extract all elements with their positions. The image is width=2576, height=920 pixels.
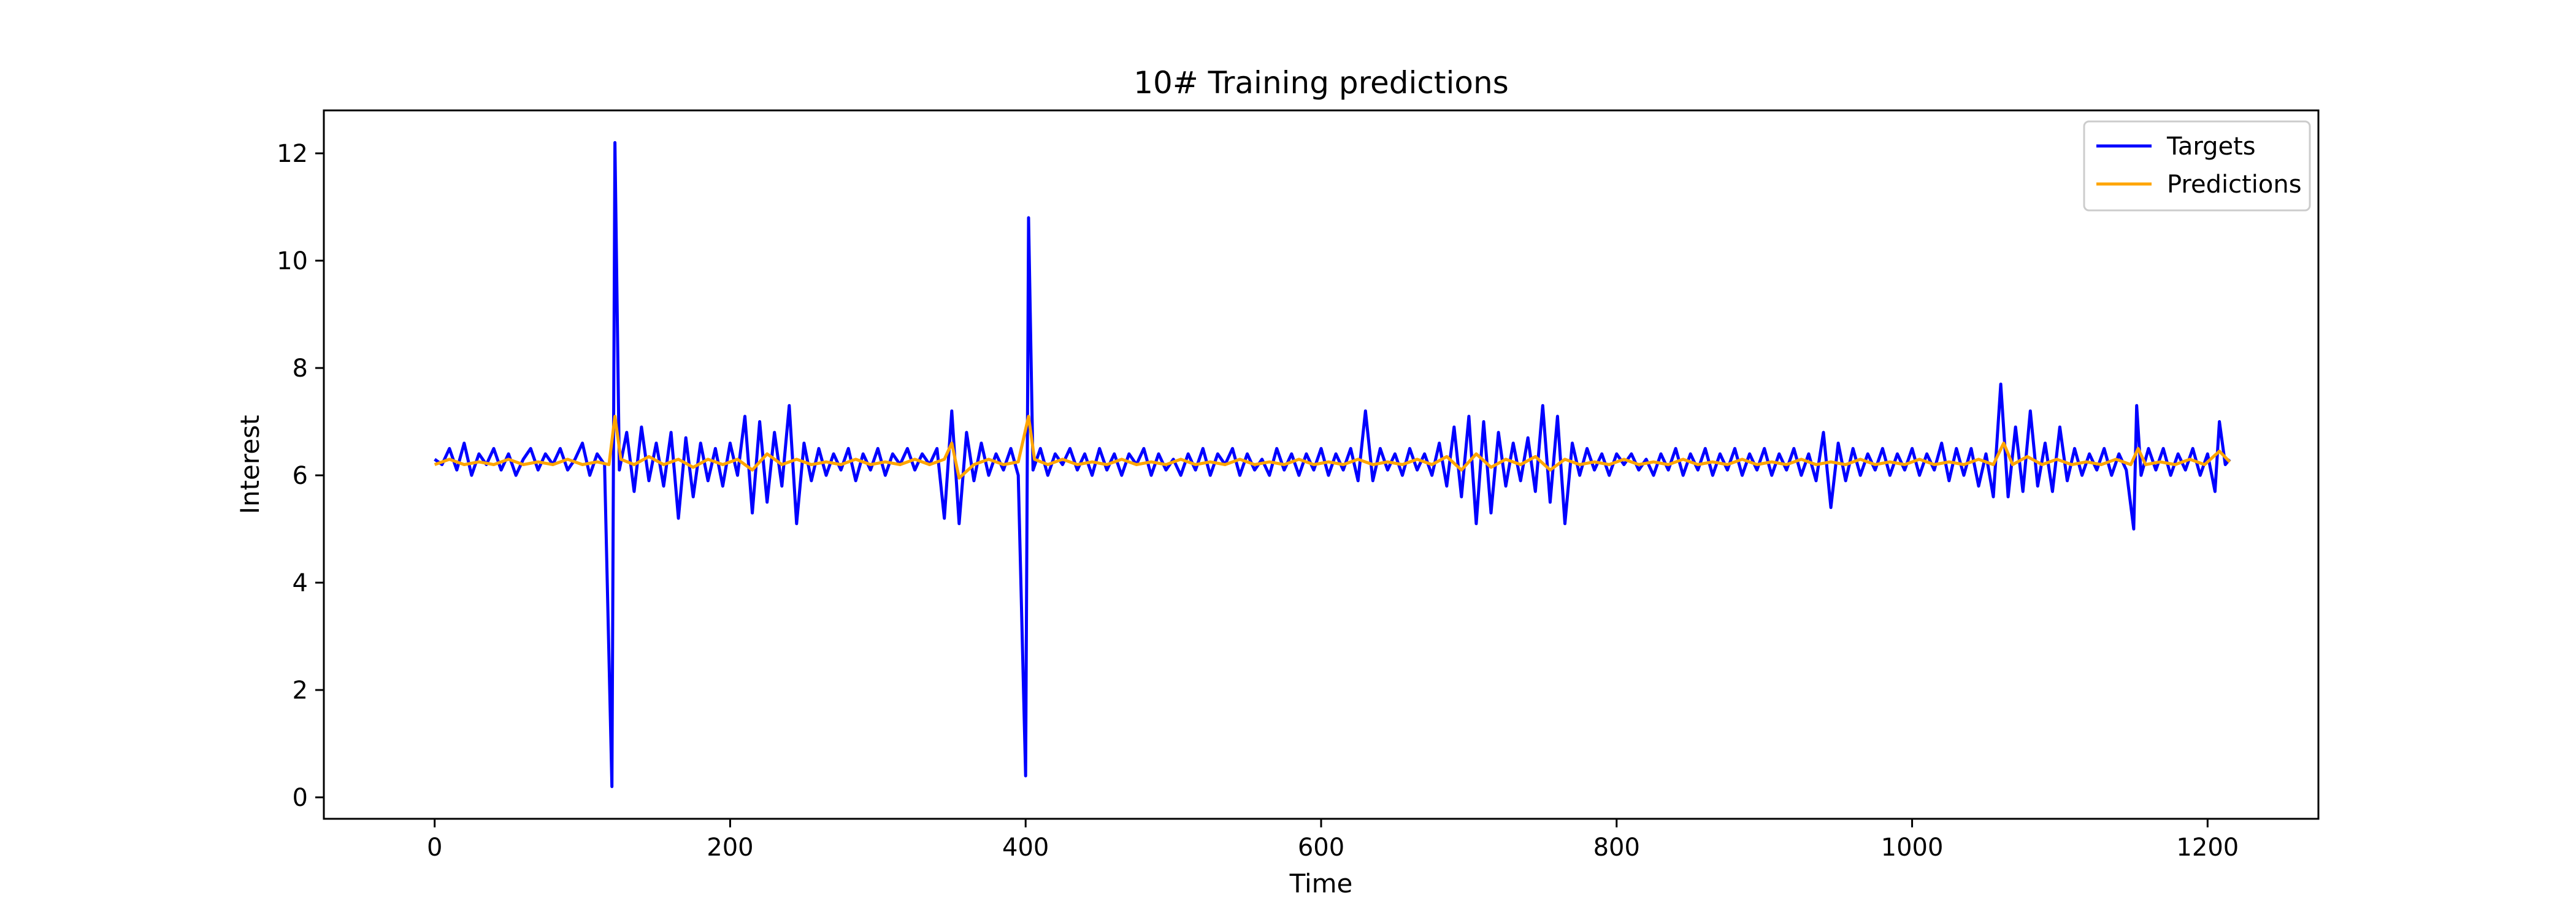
y-tick-label: 6 — [293, 462, 308, 490]
y-tick-label: 4 — [293, 569, 308, 597]
legend-label-predictions: Predictions — [2167, 171, 2302, 199]
legend-box — [2083, 120, 2311, 212]
x-tick-label: 200 — [707, 834, 753, 862]
y-tick-label: 10 — [277, 247, 308, 275]
x-tick-label: 600 — [1298, 834, 1344, 862]
x-tick-label: 400 — [1002, 834, 1049, 862]
y-tick-label: 0 — [293, 784, 308, 812]
x-axis-label: Time — [1289, 868, 1353, 899]
legend-label-targets: Targets — [2166, 132, 2256, 161]
x-tick-label: 1000 — [1881, 834, 1944, 862]
series-line-predictions — [434, 415, 2231, 480]
y-tick-label: 8 — [293, 355, 308, 383]
x-tick-label: 800 — [1593, 834, 1640, 862]
y-tick-label: 12 — [277, 140, 308, 168]
x-tick-label: 0 — [427, 834, 442, 862]
y-tick-label: 2 — [293, 677, 308, 705]
x-axis: 0 200 400 600 800 1000 1200 — [427, 819, 2239, 862]
series-line-targets — [434, 141, 2231, 788]
legend: Targets Predictions — [2083, 120, 2311, 212]
y-axis-label: Interest — [235, 415, 265, 515]
y-axis: 0 2 4 6 8 10 12 — [277, 140, 324, 812]
x-tick-label: 1200 — [2176, 834, 2239, 862]
series-group — [434, 141, 2231, 788]
chart-title: 10# Training predictions — [1133, 65, 1509, 101]
